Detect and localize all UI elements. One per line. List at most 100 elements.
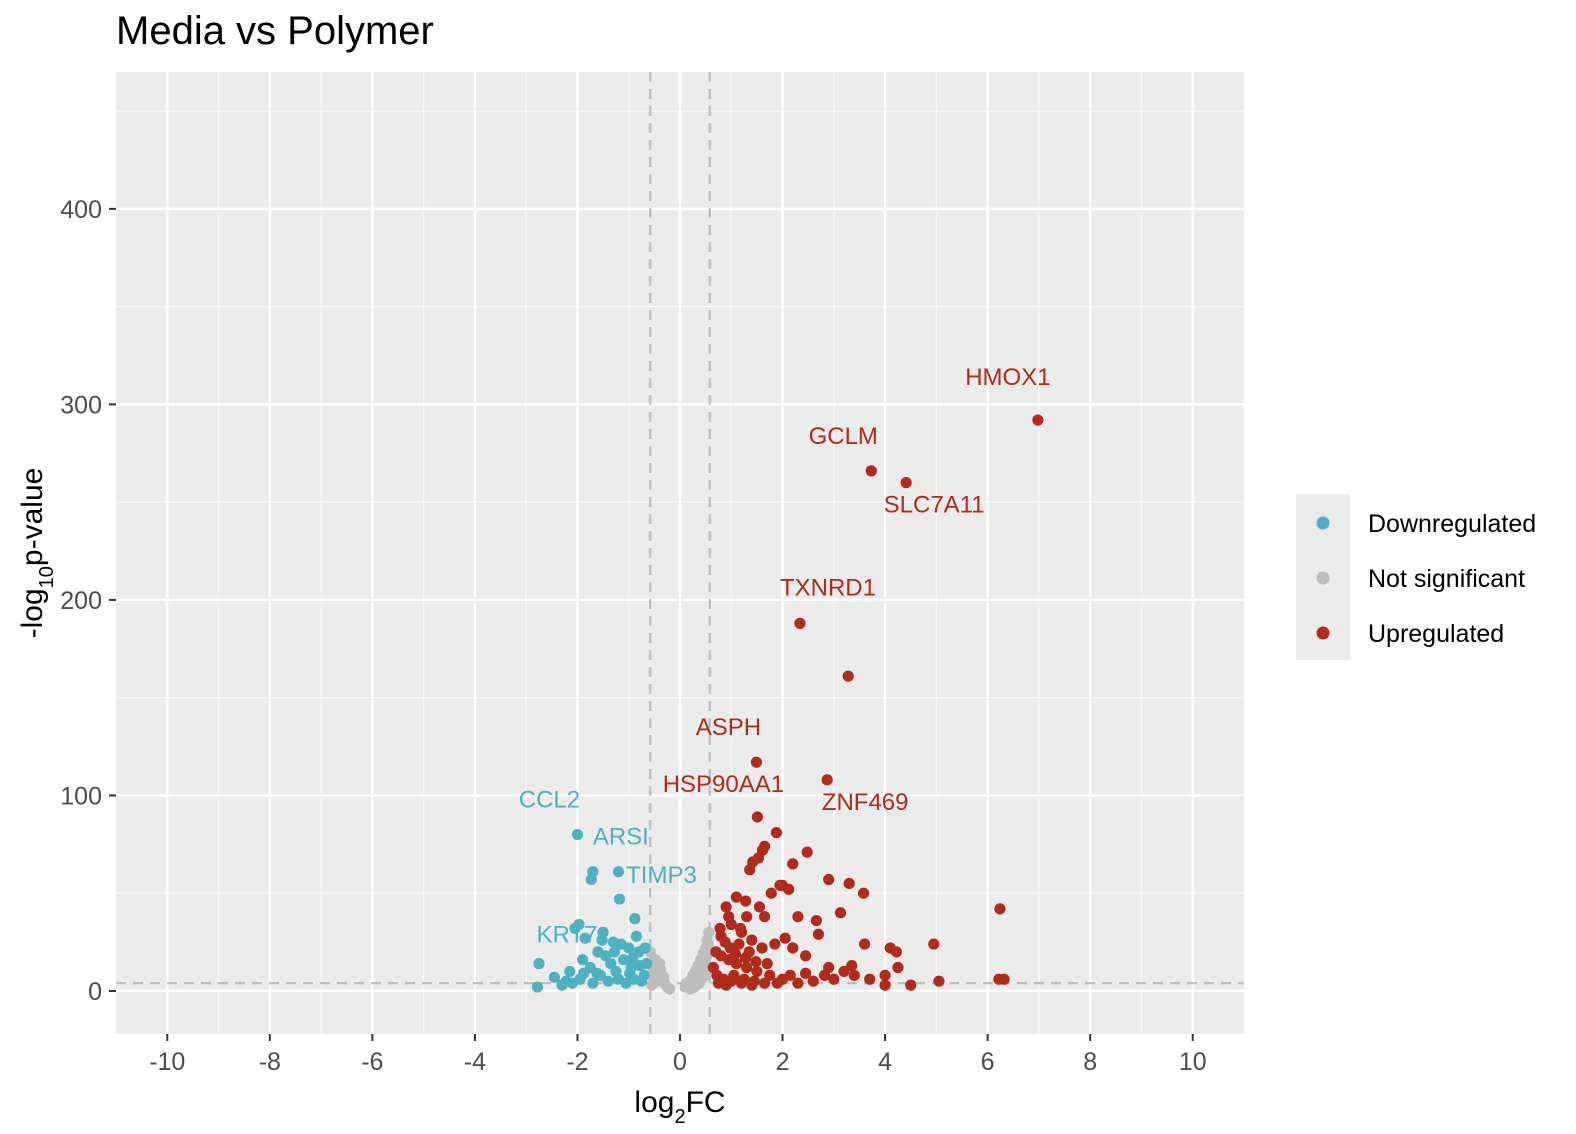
downregulated-point (612, 973, 625, 985)
upregulated-point (740, 952, 752, 964)
upregulated-point (720, 901, 732, 913)
downregulated-point (564, 965, 576, 978)
downregulated-point (548, 971, 560, 983)
upregulated-point (905, 979, 917, 991)
upregulated-point (818, 969, 831, 981)
upregulated-point (807, 975, 819, 987)
downregulated-point (608, 946, 620, 958)
downregulated-point (579, 932, 591, 944)
y-tick-label: 100 (60, 782, 102, 810)
not-significant-point (680, 977, 692, 989)
gene-label: KRT7 (537, 922, 598, 949)
gene-label: ARSI (593, 824, 649, 851)
legend-key-upregulated (1316, 626, 1330, 640)
upregulated-point (801, 846, 813, 858)
downregulated-point (591, 967, 603, 979)
legend-key-downregulated (1316, 516, 1330, 530)
downregulated-point (630, 930, 643, 942)
upregulated-point (776, 879, 789, 891)
upregulated-point (746, 979, 758, 991)
upregulated-point (729, 948, 741, 960)
downregulated-point (624, 967, 636, 979)
upregulated-point (714, 922, 726, 935)
downregulated-point (571, 828, 584, 841)
upregulated-point (750, 956, 762, 968)
gene-label: SLC7A11 (884, 492, 985, 519)
upregulated-point (794, 617, 806, 629)
legend-key-not-significant (1316, 571, 1330, 585)
gene-label: CCL2 (519, 787, 580, 814)
data-points (531, 414, 1044, 995)
upregulated-point (928, 938, 940, 950)
downregulated-point (533, 958, 545, 970)
downregulated-point (587, 977, 599, 989)
upregulated-point (834, 907, 847, 919)
upregulated-point (750, 756, 762, 768)
upregulated-point (740, 895, 752, 907)
upregulated-point (710, 946, 722, 958)
upregulated-point (751, 811, 764, 823)
upregulated-point (828, 973, 840, 985)
gene-label: TIMP3 (626, 862, 697, 889)
downregulated-point (629, 913, 641, 925)
upregulated-point (994, 903, 1006, 915)
upregulated-point (792, 977, 804, 989)
downregulated-point (596, 934, 608, 946)
upregulated-point (753, 901, 766, 913)
upregulated-point (759, 911, 771, 923)
gene-label: HMOX1 (965, 364, 1050, 391)
downregulated-point (639, 942, 651, 954)
upregulated-point (761, 958, 773, 970)
upregulated-point (765, 887, 777, 899)
upregulated-point (846, 959, 858, 972)
y-tick-label: 200 (60, 587, 102, 615)
x-axis: -10 -8 -6 -4 -2 0 2 4 6 8 10 (149, 1034, 1207, 1076)
not-significant-point (697, 956, 710, 968)
upregulated-point (779, 932, 791, 944)
x-tick-label: -10 (149, 1048, 185, 1076)
x-tick-label: 6 (981, 1048, 995, 1076)
upregulated-point (892, 961, 904, 974)
chart-title: Media vs Polymer (116, 9, 434, 53)
upregulated-point (933, 975, 945, 987)
major-grid (116, 72, 1244, 1034)
upregulated-point (879, 979, 891, 991)
downregulated-point (578, 967, 590, 979)
upregulated-point (864, 973, 876, 985)
upregulated-point (821, 774, 833, 786)
upregulated-point (769, 938, 781, 950)
downregulated-point (615, 938, 627, 950)
upregulated-point (848, 969, 860, 981)
upregulated-point (746, 934, 758, 946)
legend-label-downregulated: Downregulated (1368, 510, 1536, 538)
upregulated-point (735, 977, 748, 989)
upregulated-point (857, 887, 870, 899)
y-axis-title: -log10p-value (16, 468, 58, 639)
gene-labels: HMOX1 GCLM SLC7A11 TXNRD1 ASPH HSP90AA1 ZNF469… (519, 364, 1051, 948)
x-tick-label: -8 (259, 1048, 281, 1076)
upregulated-point (800, 967, 812, 979)
downregulated-point (613, 893, 626, 905)
upregulated-point (787, 942, 799, 954)
upregulated-point (787, 858, 799, 870)
y-tick-label: 0 (88, 978, 102, 1006)
x-tick-label: -2 (566, 1048, 588, 1076)
legend-label-not-significant: Not significant (1368, 565, 1525, 593)
downregulated-point (634, 959, 646, 972)
not-significant-point (657, 971, 670, 983)
upregulated-point (792, 911, 804, 923)
upregulated-point (771, 977, 784, 989)
x-tick-label: 4 (878, 1048, 892, 1076)
y-tick-label: 300 (60, 391, 102, 419)
downregulated-point (602, 975, 614, 987)
upregulated-point (725, 975, 737, 987)
upregulated-point (812, 928, 825, 940)
not-significant-point (700, 969, 712, 981)
upregulated-point (756, 942, 768, 954)
upregulated-point (770, 827, 782, 839)
downregulated-point (560, 975, 572, 987)
y-axis: 0 100 200 300 400 (60, 196, 116, 1006)
downregulated-point (612, 866, 625, 878)
x-tick-label: 10 (1179, 1048, 1207, 1076)
